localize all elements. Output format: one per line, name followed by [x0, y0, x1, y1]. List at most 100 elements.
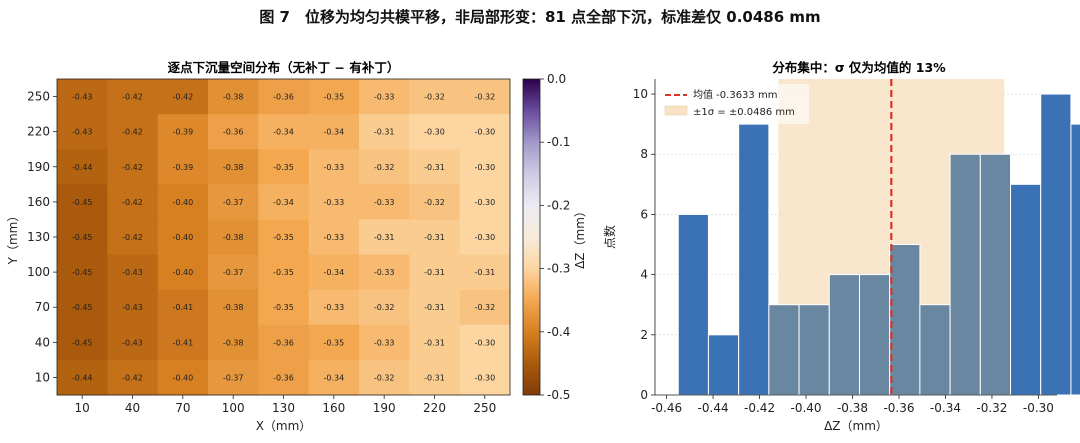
colorbar-tick-label: -0.3	[547, 262, 570, 276]
heatmap-cell	[157, 149, 209, 185]
heatmap-y-axis-label: Y（mm）	[6, 210, 20, 266]
heatmap-x-tick-label: 130	[272, 401, 295, 415]
heatmap-cell-label: -0.40	[172, 233, 193, 242]
heatmap-y-tick-label: 130	[27, 230, 50, 244]
heatmap-cell-label: -0.45	[72, 233, 93, 242]
histogram-bar	[798, 304, 830, 396]
histogram-y-tick-label: 8	[640, 147, 648, 161]
heatmap-cell-label: -0.36	[273, 373, 294, 382]
colorbar-label: ΔZ（mm）	[573, 205, 587, 269]
histogram-bar	[1040, 93, 1072, 396]
heatmap-cell	[308, 289, 360, 326]
colorbar-tick-label: -0.5	[547, 388, 570, 402]
histogram-y-tick-label: 6	[640, 207, 648, 221]
heatmap-cell	[258, 219, 310, 256]
heatmap-cell	[107, 184, 159, 220]
heatmap-cell-label: -0.31	[424, 373, 445, 382]
heatmap-x-axis-label: X（mm）	[256, 419, 312, 433]
heatmap-cell	[258, 79, 310, 115]
heatmap-cell	[208, 149, 259, 185]
heatmap-cell	[157, 254, 209, 291]
heatmap-cell	[459, 184, 511, 220]
legend-mean-label: 均值 -0.3633 mm	[693, 88, 777, 101]
heatmap-cell	[308, 219, 360, 256]
heatmap-y-tick-label: 190	[27, 160, 50, 174]
heatmap-cell-label: -0.31	[374, 233, 395, 242]
heatmap-cell-label: -0.38	[223, 163, 244, 172]
heatmap-cell-label: -0.41	[172, 338, 193, 347]
histogram-x-axis-label: ΔZ（mm）	[824, 419, 888, 433]
heatmap-cell	[57, 324, 108, 361]
heatmap-cell-label: -0.35	[323, 93, 344, 102]
heatmap-y-tick-label: 10	[35, 370, 50, 384]
heatmap-cell	[57, 184, 108, 220]
histogram-y-tick-label: 4	[640, 268, 648, 282]
heatmap-cell	[157, 114, 209, 150]
histogram-bar	[707, 334, 740, 396]
heatmap-cell-label: -0.38	[223, 338, 244, 347]
heatmap-cell-label: -0.38	[223, 93, 244, 102]
heatmap-cell-label: -0.33	[323, 303, 344, 312]
heatmap-cell-label: -0.31	[424, 233, 445, 242]
heatmap-cell-label: -0.40	[172, 268, 193, 277]
heatmap-x-tick-label: 70	[175, 401, 190, 415]
heatmap-cell	[107, 149, 159, 185]
heatmap-cell	[258, 324, 310, 361]
heatmap-cell-label: -0.38	[223, 303, 244, 312]
heatmap-cell	[409, 324, 461, 361]
heatmap-cell-label: -0.42	[122, 128, 143, 137]
heatmap-cell-label: -0.42	[122, 163, 143, 172]
heatmap-cell-label: -0.40	[172, 373, 193, 382]
heatmap-cell	[57, 79, 108, 115]
heatmap-cell	[409, 79, 461, 115]
heatmap-cell	[308, 149, 360, 185]
histogram-x-tick-label: -0.46	[651, 401, 682, 415]
heatmap-y-tick-label: 220	[27, 125, 50, 139]
heatmap-cell-label: -0.34	[273, 198, 294, 207]
heatmap-y-tick-label: 70	[35, 300, 50, 314]
heatmap-cell	[359, 184, 410, 220]
heatmap-cell-label: -0.37	[223, 198, 244, 207]
heatmap-cell-label: -0.32	[374, 373, 395, 382]
heatmap-cell	[359, 359, 410, 396]
heatmap-cell	[459, 114, 511, 150]
heatmap-cell	[208, 324, 259, 361]
heatmap-x-tick-label: 160	[322, 401, 345, 415]
histogram-bar	[828, 274, 860, 396]
heatmap-cell	[409, 114, 461, 150]
heatmap-cell-label: -0.45	[72, 198, 93, 207]
histogram-title: 分布集中：σ 仅为均值的 13%	[772, 60, 946, 75]
heatmap-cell	[459, 324, 511, 361]
colorbar-tick-label: -0.4	[547, 325, 570, 339]
histogram-bar	[738, 123, 770, 396]
heatmap-cell	[409, 289, 461, 326]
heatmap-x-tick-label: 250	[473, 401, 496, 415]
heatmap-cell	[157, 324, 209, 361]
heatmap-cell-label: -0.33	[374, 268, 395, 277]
histogram-bar	[768, 304, 800, 396]
histogram-bar	[858, 274, 891, 396]
histogram-bar	[979, 153, 1012, 396]
heatmap-cell	[157, 79, 209, 115]
heatmap-cell	[208, 289, 259, 326]
heatmap-cell-label: -0.33	[323, 163, 344, 172]
legend-sigma-label: ±1σ = ±0.0486 mm	[693, 107, 795, 118]
heatmap-cell	[208, 219, 259, 256]
heatmap-x-tick-label: 220	[423, 401, 446, 415]
histogram-y-axis-label: 点数	[602, 225, 617, 249]
heatmap-cell	[57, 219, 108, 256]
histogram-bar	[949, 153, 981, 396]
heatmap-cell-label: -0.32	[474, 303, 495, 312]
heatmap-cell-label: -0.33	[323, 198, 344, 207]
heatmap-cell	[57, 289, 108, 326]
heatmap-cell-label: -0.42	[122, 373, 143, 382]
histogram-bar	[889, 244, 921, 396]
heatmap-cell-label: -0.30	[474, 338, 495, 347]
heatmap-cell	[107, 324, 159, 361]
heatmap-cell-label: -0.35	[273, 268, 294, 277]
heatmap-y-tick-label: 160	[27, 195, 50, 209]
heatmap-cell-label: -0.33	[374, 198, 395, 207]
heatmap-cell	[107, 254, 159, 291]
heatmap-cell-label: -0.37	[223, 268, 244, 277]
